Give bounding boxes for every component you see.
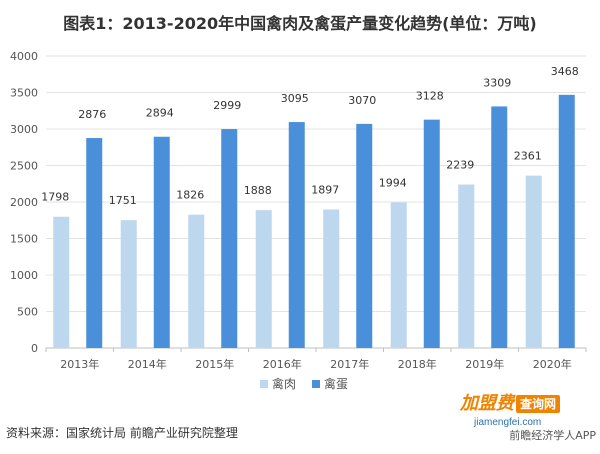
bar-poultry-meat bbox=[53, 216, 70, 348]
data-label: 2239 bbox=[446, 159, 474, 172]
bar-eggs bbox=[221, 129, 238, 348]
y-tick-label: 2000 bbox=[10, 196, 38, 209]
y-tick-label: 3000 bbox=[10, 123, 38, 136]
y-tick-label: 4000 bbox=[10, 50, 38, 63]
x-tick-label: 2016年 bbox=[263, 357, 302, 371]
y-tick-label: 0 bbox=[31, 342, 38, 355]
bars bbox=[53, 94, 575, 349]
legend-swatch-eggs bbox=[312, 380, 320, 388]
bar-eggs bbox=[288, 122, 305, 348]
bar-poultry-meat bbox=[458, 184, 475, 348]
data-label: 1826 bbox=[176, 189, 204, 202]
data-label: 2999 bbox=[213, 99, 241, 112]
x-tick-label: 2014年 bbox=[128, 357, 167, 371]
data-label: 1994 bbox=[379, 176, 407, 189]
data-label: 3468 bbox=[551, 65, 579, 78]
app-credit: 前瞻经济学人APP bbox=[509, 429, 596, 442]
bar-eggs bbox=[356, 123, 373, 348]
x-tick-label: 2018年 bbox=[398, 357, 437, 371]
chart-title: 图表1：2013-2020年中国禽肉及禽蛋产量变化趋势(单位：万吨) bbox=[63, 14, 537, 33]
data-labels: 1798 2876 1751 2894 1826 2999 1888 3095 1897 3070… bbox=[41, 65, 579, 207]
bar-eggs bbox=[558, 94, 575, 348]
brand-tag: 查询网 bbox=[516, 395, 561, 413]
bar-eggs bbox=[423, 119, 440, 348]
bar-poultry-meat bbox=[120, 220, 137, 348]
legend: 禽肉 禽蛋 bbox=[260, 376, 348, 391]
legend-swatch-poultry-meat bbox=[260, 380, 268, 388]
x-tick-label: 2019年 bbox=[465, 357, 504, 371]
x-tick-label: 2015年 bbox=[195, 357, 234, 371]
bar-eggs bbox=[86, 138, 103, 348]
bar-poultry-meat bbox=[188, 214, 205, 348]
y-tick-label: 1500 bbox=[10, 233, 38, 246]
data-label: 1798 bbox=[41, 191, 69, 204]
brand-name: 加盟费 bbox=[460, 393, 514, 414]
data-label: 3070 bbox=[348, 94, 376, 107]
bar-poultry-meat bbox=[390, 202, 407, 348]
bar-eggs bbox=[153, 136, 170, 348]
data-label: 1897 bbox=[311, 184, 339, 197]
x-tick-label: 2020年 bbox=[533, 357, 572, 371]
data-label: 3095 bbox=[281, 92, 309, 105]
data-label: 1888 bbox=[244, 184, 272, 197]
data-label: 1751 bbox=[109, 194, 137, 207]
y-tick-label: 500 bbox=[17, 306, 38, 319]
data-label: 2894 bbox=[146, 107, 174, 120]
brand-watermark: 加盟费 查询网 jiamengfei.com bbox=[460, 392, 572, 432]
axes: 0 500 1000 1500 2000 2500 3000 3500 4000 2013年 201… bbox=[10, 50, 587, 371]
brand-logo: 加盟费 查询网 bbox=[460, 392, 561, 416]
data-label: 3128 bbox=[416, 90, 444, 103]
data-label: 2876 bbox=[78, 108, 106, 121]
bar-poultry-meat bbox=[323, 209, 340, 348]
bar-poultry-meat bbox=[525, 175, 542, 348]
y-tick-label: 1000 bbox=[10, 269, 38, 282]
y-tick-label: 2500 bbox=[10, 160, 38, 173]
source-note: 资料来源：国家统计局 前瞻产业研究院整理 bbox=[6, 426, 238, 440]
x-tick-label: 2013年 bbox=[60, 357, 99, 371]
data-label: 3309 bbox=[483, 76, 511, 89]
brand-domain: jiamengfei.com bbox=[474, 417, 542, 428]
data-label: 2361 bbox=[514, 150, 542, 163]
legend-label: 禽肉 bbox=[272, 376, 296, 391]
bar-eggs bbox=[491, 106, 508, 349]
bar-poultry-meat bbox=[255, 210, 272, 348]
x-tick-label: 2017年 bbox=[330, 357, 369, 371]
legend-label: 禽蛋 bbox=[324, 376, 348, 391]
y-tick-label: 3500 bbox=[10, 87, 38, 100]
